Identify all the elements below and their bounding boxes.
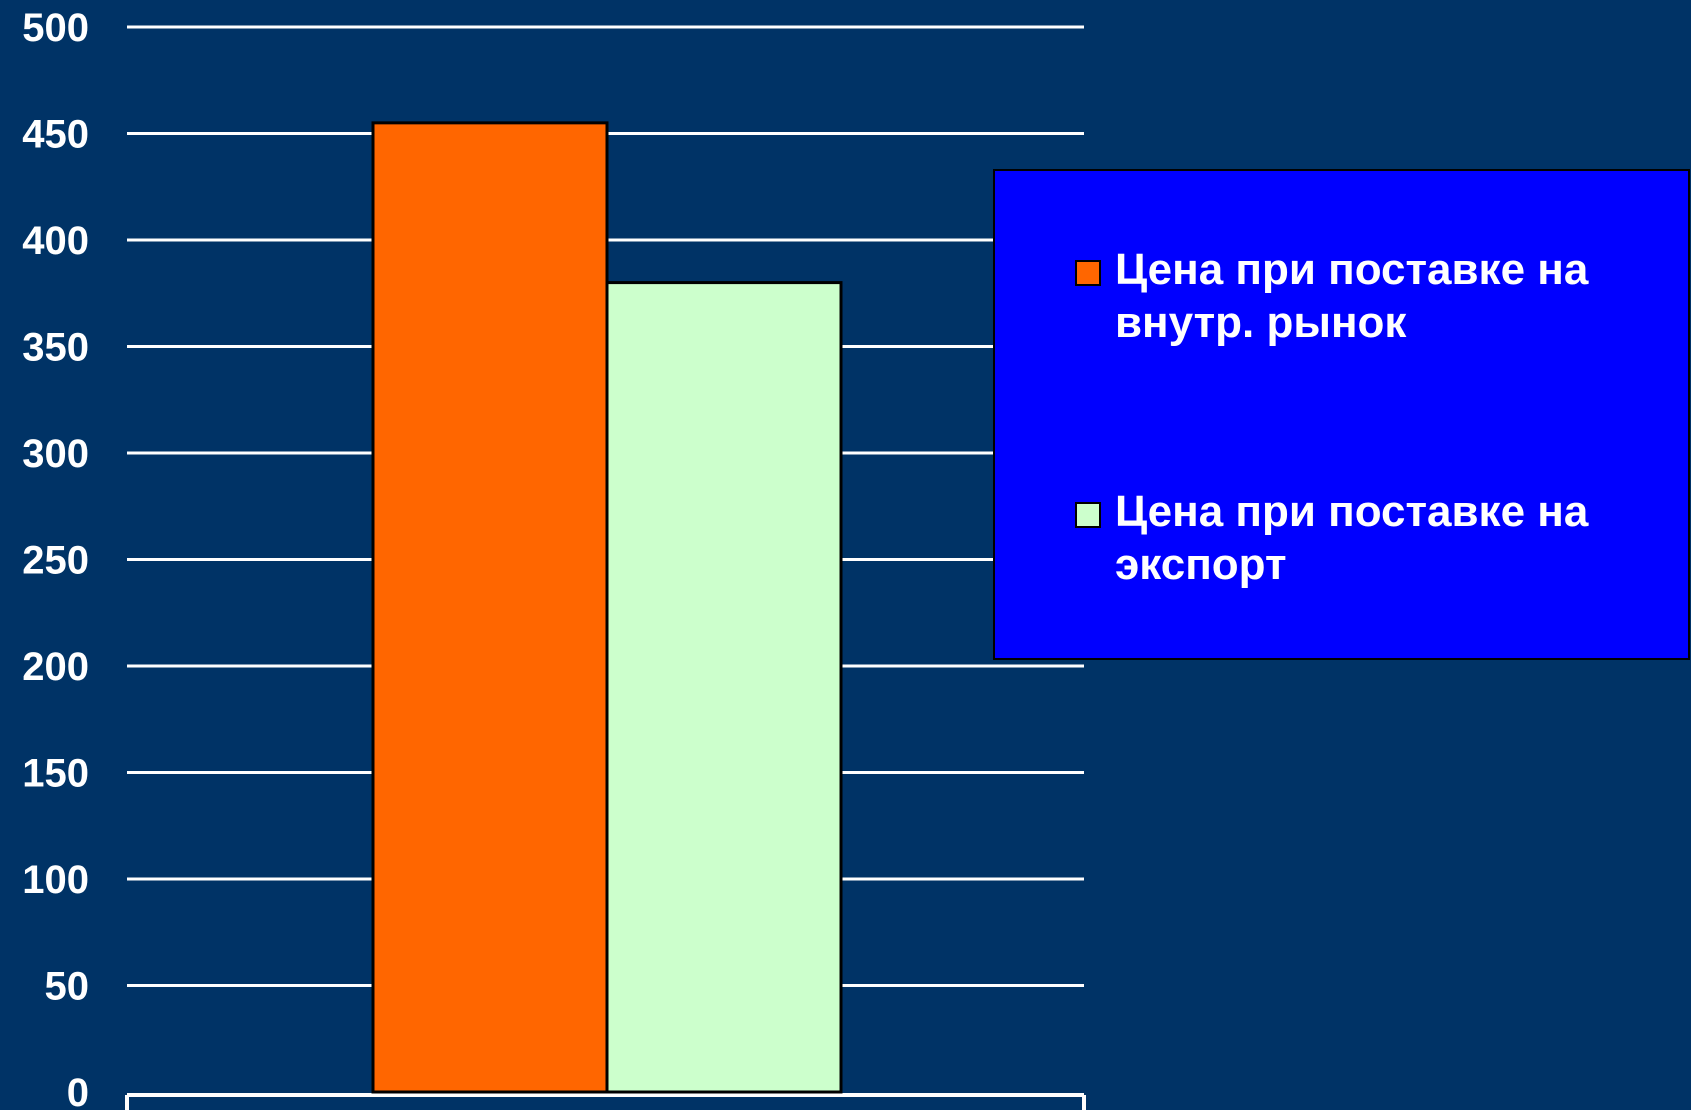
y-tick-label: 500: [22, 6, 89, 50]
y-tick-label: 250: [22, 539, 89, 583]
legend-label-export: Цена при поставке на экспорт: [1115, 487, 1589, 589]
bar-domestic: [371, 121, 609, 1094]
y-tick-label: 200: [22, 645, 89, 689]
legend-item-export: Цена при поставке на экспорт: [1075, 485, 1635, 591]
legend-label-domestic: Цена при поставке на внутр. рынок: [1115, 245, 1589, 347]
y-tick-label: 0: [67, 1071, 89, 1110]
y-tick-label: 150: [22, 752, 89, 796]
y-tick-label: 450: [22, 113, 89, 157]
legend: Цена при поставке на внутр. рынок Цена п…: [993, 169, 1690, 660]
y-tick-label: 50: [45, 965, 90, 1009]
legend-item-domestic: Цена при поставке на внутр. рынок: [1075, 243, 1635, 349]
legend-swatch-export: [1075, 502, 1101, 528]
legend-swatch-domestic: [1075, 260, 1101, 286]
bar-export: [605, 281, 843, 1094]
y-tick-label: 350: [22, 326, 89, 370]
y-tick-label: 100: [22, 858, 89, 902]
y-tick-label: 400: [22, 219, 89, 263]
y-tick-label: 300: [22, 432, 89, 476]
